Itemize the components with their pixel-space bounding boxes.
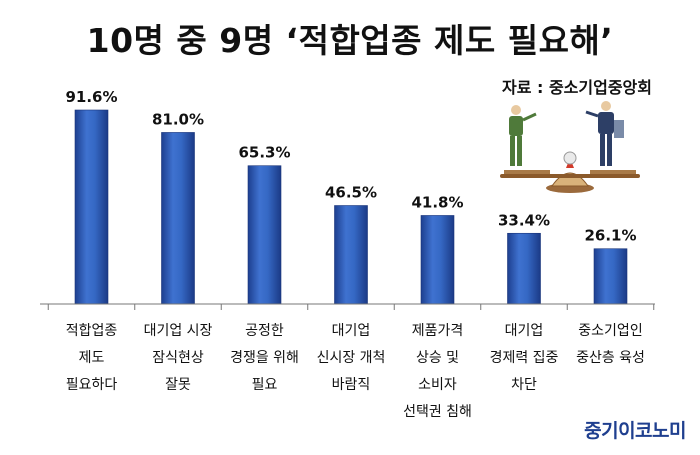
bar bbox=[593, 248, 628, 305]
value-label: 33.4% bbox=[498, 211, 550, 229]
category-label: 중소기업인 bbox=[578, 323, 643, 339]
category-label: 차단 bbox=[511, 377, 537, 393]
category-label: 잠식현상 bbox=[152, 350, 204, 366]
bar bbox=[507, 232, 541, 305]
bar bbox=[247, 165, 282, 305]
category-label: 경쟁을 위해 bbox=[230, 350, 299, 366]
category-label: 필요 bbox=[251, 377, 278, 393]
category-label: 상승 및 bbox=[415, 350, 460, 366]
category-label: 잘못 bbox=[165, 377, 191, 393]
category-label: 대기업 bbox=[331, 323, 371, 339]
category-label: 제도 bbox=[78, 350, 105, 366]
category-label: 제품가격 bbox=[411, 323, 464, 339]
category-label: 필요하다 bbox=[65, 377, 118, 393]
value-label: 81.0% bbox=[152, 110, 204, 128]
category-label: 신시장 개척 bbox=[316, 350, 386, 366]
category-label: 소비자 bbox=[418, 377, 457, 393]
category-label: 적합업종 bbox=[65, 323, 118, 339]
value-label: 91.6% bbox=[65, 88, 117, 106]
value-label: 46.5% bbox=[325, 184, 377, 202]
category-label: 중산층 육성 bbox=[576, 350, 645, 366]
scale-illustration-icon bbox=[500, 101, 640, 193]
category-label: 경제력 집중 bbox=[489, 350, 559, 366]
value-label: 41.8% bbox=[411, 193, 463, 211]
value-label: 26.1% bbox=[584, 227, 636, 245]
category-label: 대기업 bbox=[504, 323, 544, 339]
source-note: 자료 : 중소기업중앙회 bbox=[501, 78, 652, 97]
chart-title: 10명 중 9명 ‘적합업종 제도 필요해’ bbox=[86, 21, 614, 60]
bar bbox=[161, 132, 195, 305]
bar bbox=[420, 215, 455, 305]
category-label: 대기업 시장 bbox=[143, 323, 213, 339]
value-label: 65.3% bbox=[238, 144, 290, 162]
bar bbox=[334, 205, 368, 305]
category-label: 공정한 bbox=[245, 323, 284, 339]
category-label: 바람직 bbox=[331, 377, 371, 393]
publisher-logo: 중기이코노미 bbox=[584, 420, 686, 442]
bar bbox=[74, 109, 109, 305]
category-label: 선택권 침해 bbox=[403, 404, 472, 420]
